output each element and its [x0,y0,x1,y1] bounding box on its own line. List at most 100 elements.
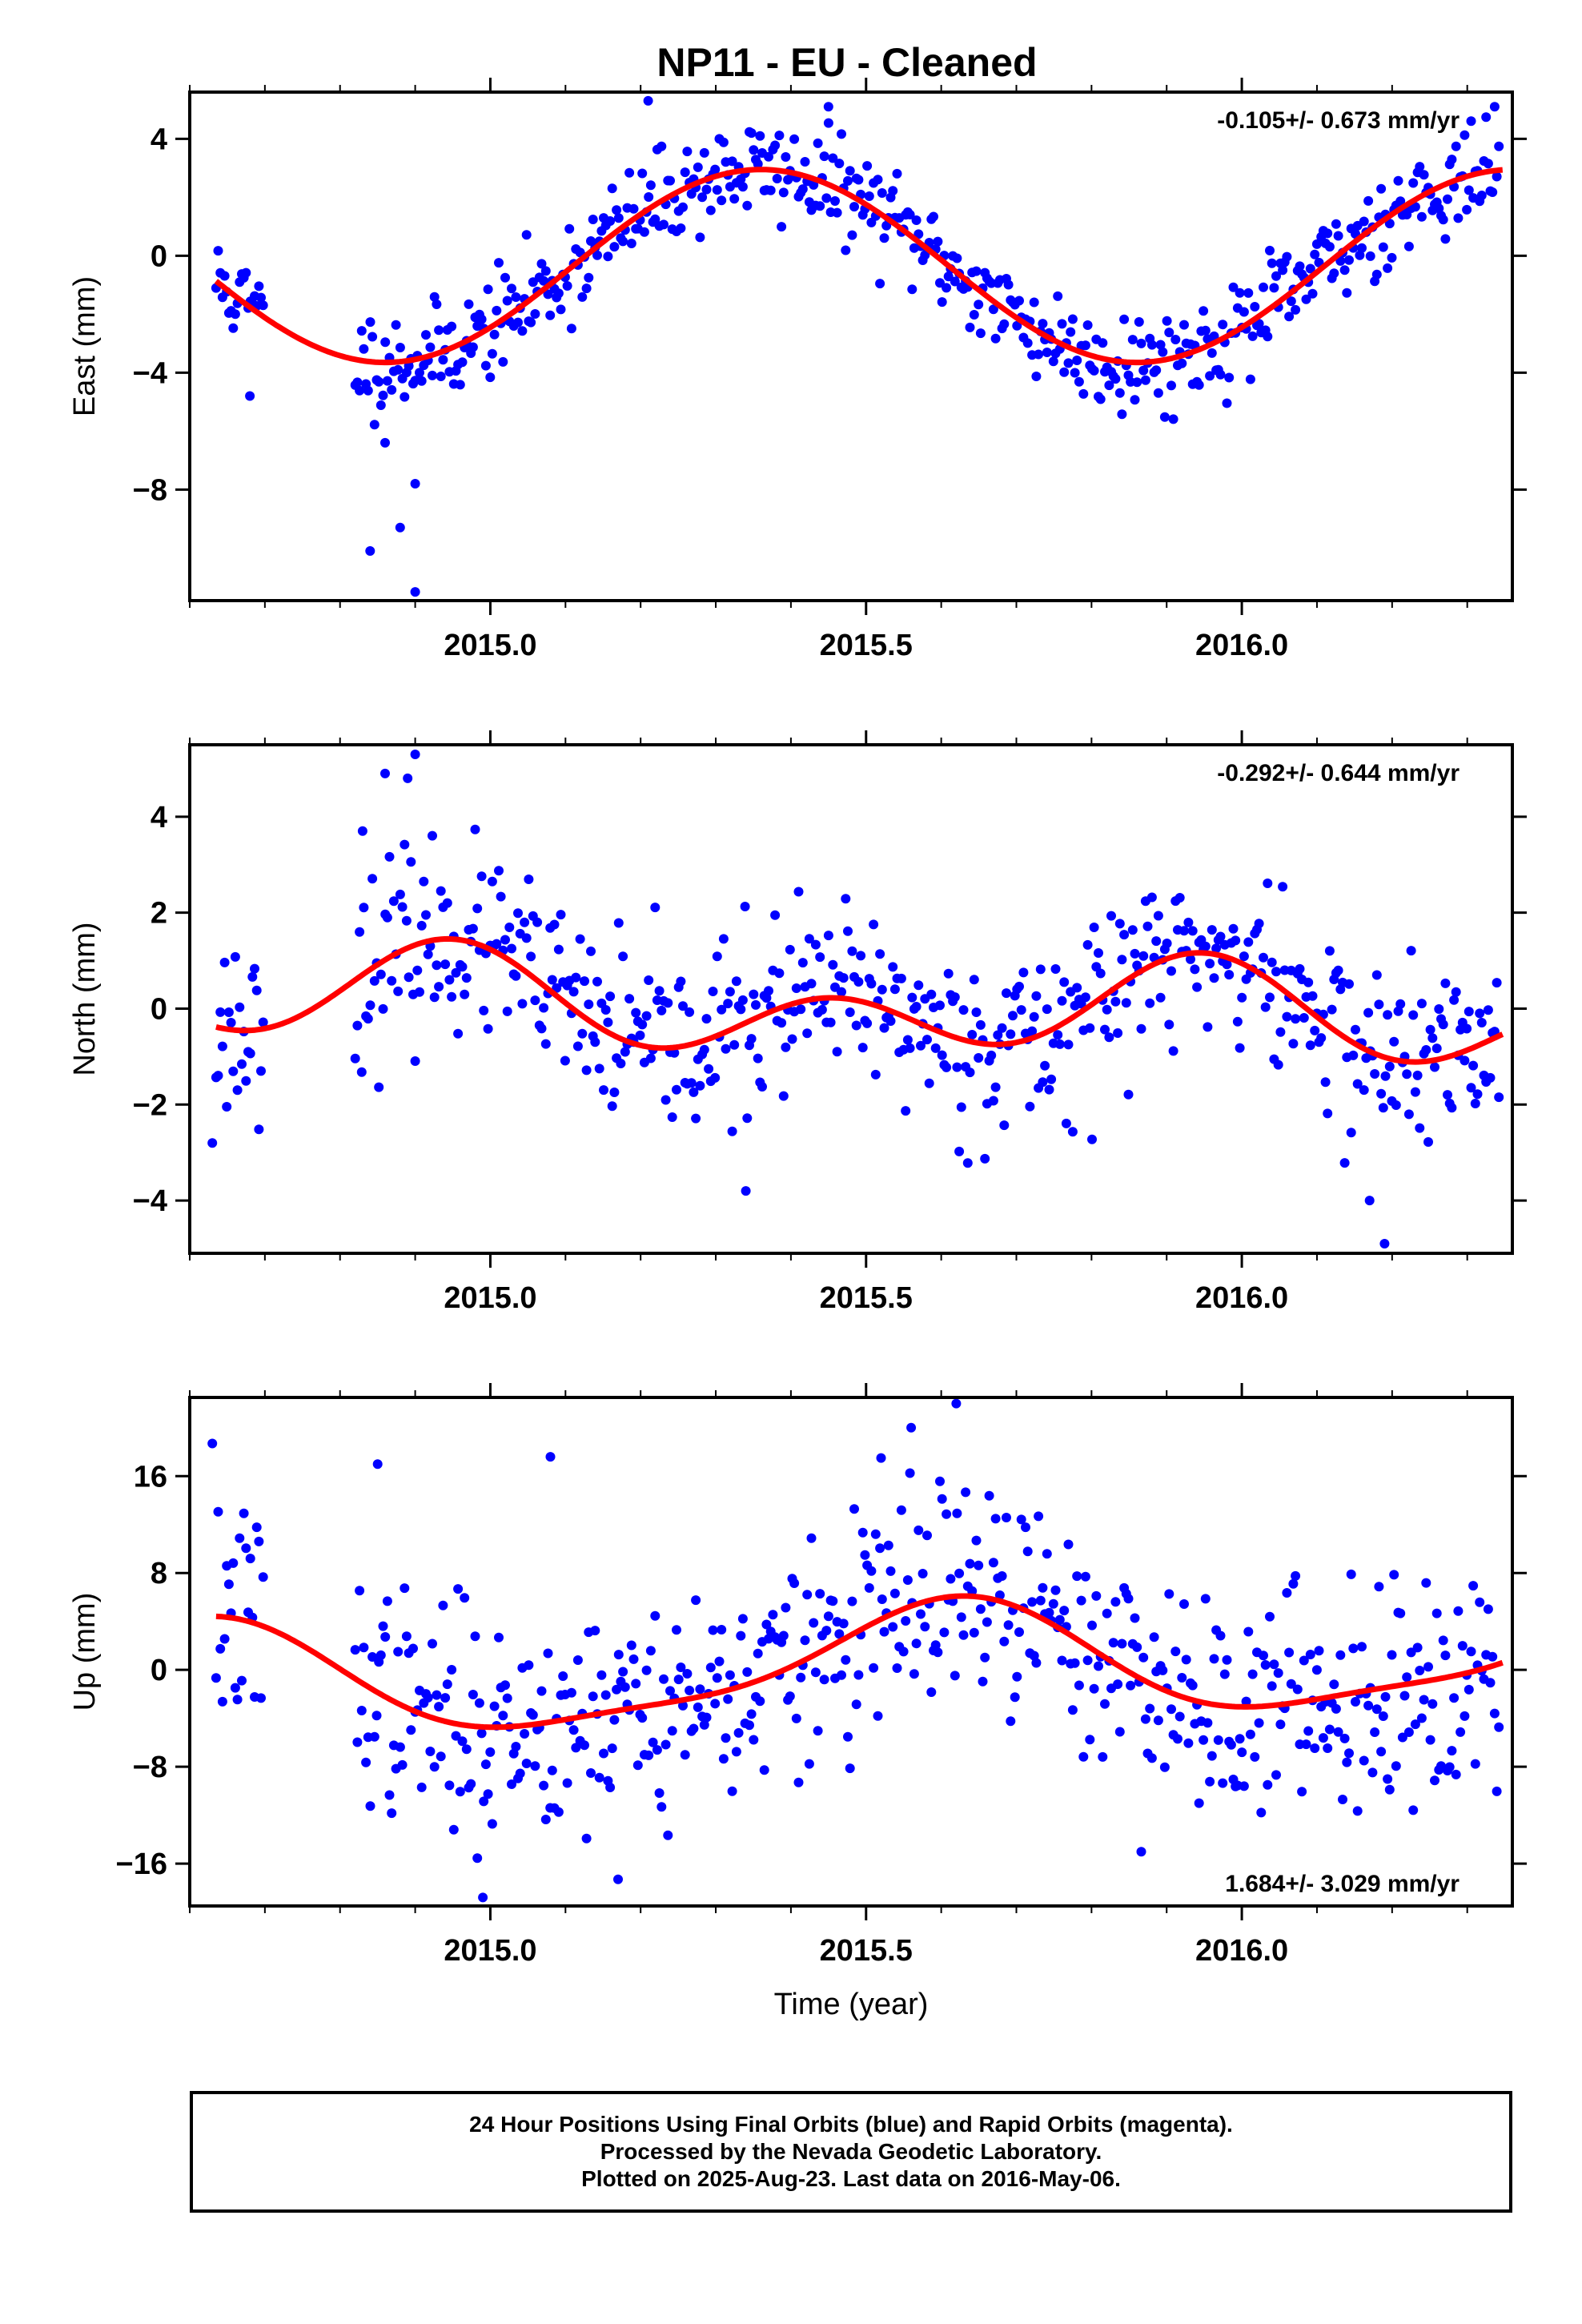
data-point [659,1674,669,1684]
data-point [999,319,1010,329]
data-point [1492,978,1502,988]
data-point [1310,1743,1320,1753]
data-point [736,1004,746,1015]
data-point [1376,1088,1387,1099]
data-point [1329,1679,1339,1690]
data-point [869,1663,879,1673]
observations-north [207,750,1504,1248]
data-point [1310,1025,1320,1035]
data-point [1254,319,1264,329]
data-point [1481,112,1492,123]
data-point [613,918,624,928]
data-point [1457,1641,1468,1651]
data-point [1177,1673,1187,1683]
data-point [837,1670,846,1680]
data-point [1250,302,1260,312]
data-point [1042,1549,1052,1559]
data-point [1460,130,1470,140]
rate-annotation: -0.292+/- 0.644 mm/yr [1217,760,1460,786]
data-point [1351,1024,1360,1035]
data-point [235,1533,245,1543]
data-point [575,934,585,944]
y-tick-label: −4 [133,356,167,390]
data-point [800,1635,810,1646]
data-point [1190,964,1200,975]
data-point [624,167,635,178]
data-point [1387,1650,1397,1660]
data-point [1464,185,1474,195]
data-point [926,1687,937,1697]
data-point [530,309,540,319]
data-point [1243,1626,1254,1637]
data-point [1391,1100,1401,1110]
data-point [974,300,984,310]
data-point [1440,1651,1451,1661]
data-point [442,1679,452,1690]
data-point [1145,1703,1155,1714]
data-point [1158,347,1168,357]
data-point [802,1590,813,1600]
data-point [406,1725,416,1735]
data-point [1108,1638,1118,1648]
data-point [626,1640,636,1651]
data-point [1199,306,1209,316]
data-point [500,1680,510,1691]
data-point [1331,1703,1341,1714]
data-point [837,987,846,997]
data-point [1119,314,1130,324]
data-point [1431,1608,1442,1618]
data-point [1288,1039,1299,1049]
data-point [1044,1084,1054,1095]
data-point [729,1039,740,1050]
data-point [834,1629,845,1639]
data-point [425,342,436,352]
data-point [586,946,596,956]
data-point [1053,1030,1063,1040]
data-point [461,1744,472,1755]
data-point [777,222,787,232]
data-point [1431,1043,1442,1054]
data-point [1344,979,1354,989]
data-point [1022,1546,1033,1557]
data-point [1403,1727,1414,1737]
data-point [1082,1655,1093,1666]
data-point [745,1720,754,1731]
data-point [631,1679,641,1689]
data-point [751,999,761,1010]
data-point [367,1652,378,1662]
data-point [1371,970,1382,980]
data-point [1146,892,1157,903]
data-point [1256,1807,1267,1818]
data-point [1476,1018,1487,1027]
data-point [1170,335,1181,344]
data-point [1153,1715,1163,1726]
data-point [686,1078,697,1088]
data-point [877,1594,887,1604]
data-point [1419,170,1429,180]
data-point [907,284,917,295]
data-point [251,985,262,995]
data-point [665,175,675,186]
data-point [806,979,817,989]
data-point [1263,332,1273,342]
data-point [222,1102,232,1112]
data-point [1282,251,1292,262]
data-point [375,1650,386,1660]
data-point [1383,1774,1393,1784]
data-point [705,205,716,215]
data-point [1423,1137,1433,1147]
data-point [1219,1669,1230,1679]
data-point [460,989,470,999]
data-point [543,289,553,300]
data-point [753,159,763,169]
data-point [1140,375,1150,385]
data-point [494,258,504,268]
data-point [1380,1071,1391,1081]
data-point [1265,1611,1275,1622]
data-point [380,768,390,778]
data-point [749,145,759,155]
data-point [770,140,781,151]
data-point [1438,1635,1448,1646]
data-point [765,185,776,195]
data-point [1089,923,1099,932]
